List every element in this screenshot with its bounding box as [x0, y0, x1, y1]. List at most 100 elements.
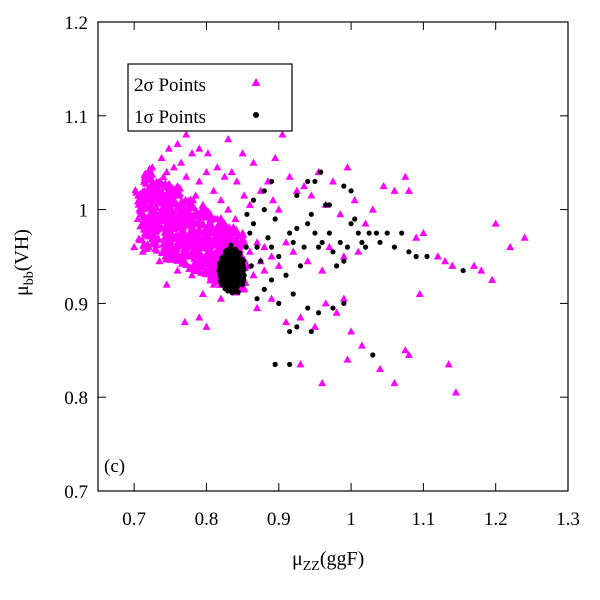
point-2sigma	[137, 210, 146, 218]
point-2sigma	[232, 227, 241, 235]
point-2sigma	[174, 224, 183, 232]
point-1sigma	[221, 277, 228, 283]
point-2sigma	[208, 253, 217, 261]
point-2sigma	[159, 205, 168, 213]
point-1sigma	[377, 239, 383, 246]
point-2sigma	[332, 308, 341, 316]
point-2sigma	[441, 256, 450, 265]
point-2sigma	[343, 355, 352, 363]
point-1sigma	[301, 244, 307, 250]
point-2sigma	[202, 212, 211, 221]
legend-label-1sigma: 1σ Points	[134, 107, 206, 128]
point-2sigma	[253, 303, 262, 312]
point-2sigma	[208, 248, 217, 256]
point-2sigma	[195, 233, 204, 242]
y-tick-label: 1	[79, 201, 89, 222]
point-2sigma	[178, 230, 187, 239]
point-2sigma	[173, 266, 182, 274]
point-2sigma	[177, 211, 186, 219]
point-1sigma	[359, 239, 365, 246]
point-2sigma	[206, 210, 215, 218]
point-2sigma	[379, 181, 388, 190]
point-2sigma	[154, 193, 163, 201]
point-2sigma	[202, 167, 211, 176]
point-1sigma	[272, 361, 278, 367]
panel-label: (c)	[104, 456, 125, 477]
point-2sigma	[155, 256, 164, 265]
point-1sigma	[241, 272, 247, 278]
point-2sigma	[343, 163, 352, 171]
point-2sigma	[162, 220, 171, 228]
point-2sigma	[336, 210, 345, 218]
point-1sigma	[348, 188, 354, 194]
point-1sigma	[308, 328, 314, 335]
point-2sigma	[189, 196, 198, 204]
point-1sigma	[373, 230, 379, 236]
point-1sigma	[276, 253, 282, 260]
point-2sigma	[146, 213, 155, 222]
point-2sigma	[154, 233, 163, 241]
point-2sigma	[216, 196, 225, 204]
point-2sigma	[133, 214, 142, 222]
point-2sigma	[187, 238, 196, 246]
legend-label-2sigma: 2σ Points	[134, 75, 206, 96]
point-1sigma	[258, 258, 264, 264]
point-2sigma	[162, 250, 171, 259]
point-1sigma	[261, 188, 267, 194]
legend-circle-marker	[253, 112, 259, 118]
point-2sigma	[186, 214, 195, 222]
point-2sigma	[404, 350, 413, 358]
point-1sigma	[341, 258, 347, 264]
point-1sigma	[229, 253, 235, 260]
point-2sigma	[267, 252, 276, 260]
point-2sigma	[138, 247, 147, 255]
point-2sigma	[147, 232, 156, 240]
point-1sigma	[268, 178, 275, 185]
point-1sigma	[224, 258, 230, 264]
point-2sigma	[300, 181, 309, 190]
point-1sigma	[283, 272, 289, 278]
point-1sigma	[234, 249, 240, 255]
point-2sigma	[215, 230, 224, 239]
point-2sigma	[133, 197, 142, 205]
point-2sigma	[191, 191, 200, 199]
point-1sigma	[250, 197, 257, 203]
point-1sigma	[236, 267, 242, 274]
y-tick-label: 0.9	[64, 294, 88, 315]
point-1sigma	[366, 230, 372, 236]
point-2sigma	[240, 191, 249, 199]
point-2sigma	[166, 196, 175, 204]
point-2sigma	[260, 242, 269, 251]
point-1sigma	[294, 192, 300, 199]
point-1sigma	[232, 263, 238, 269]
point-1sigma	[305, 221, 311, 227]
x-tick-label: 1.3	[556, 509, 580, 530]
point-1sigma	[224, 265, 231, 271]
point-2sigma	[401, 346, 410, 354]
point-1sigma	[218, 272, 224, 278]
point-2sigma	[271, 153, 280, 162]
point-1sigma	[240, 282, 246, 288]
x-tick-label: 0.9	[267, 509, 291, 530]
point-2sigma	[203, 222, 212, 230]
point-1sigma	[334, 263, 340, 269]
point-2sigma	[172, 247, 181, 255]
point-1sigma	[370, 352, 376, 358]
point-2sigma	[167, 200, 176, 208]
point-1sigma	[315, 244, 322, 250]
point-2sigma	[220, 172, 229, 180]
point-1sigma	[228, 242, 234, 248]
point-2sigma	[188, 149, 196, 157]
point-2sigma	[173, 139, 182, 147]
point-2sigma	[238, 228, 247, 237]
point-1sigma	[268, 244, 275, 250]
point-2sigma	[157, 212, 166, 220]
point-2sigma	[227, 167, 236, 176]
point-1sigma	[315, 310, 322, 316]
point-2sigma	[209, 186, 218, 194]
point-1sigma	[287, 328, 293, 335]
point-1sigma	[235, 289, 241, 295]
point-2sigma	[220, 219, 229, 227]
point-2sigma	[174, 219, 183, 227]
point-2sigma	[157, 248, 166, 257]
